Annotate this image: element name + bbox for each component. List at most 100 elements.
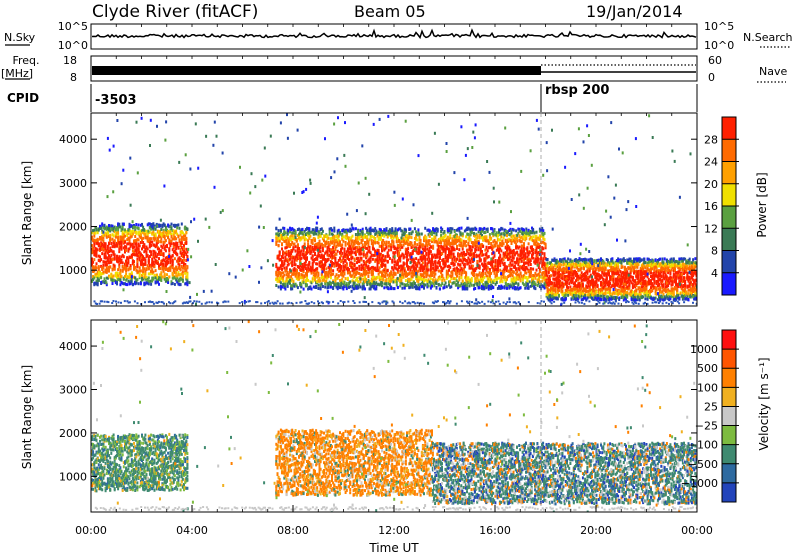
heatmap-cell [406,248,408,252]
heatmap-cell [186,277,189,281]
heatmap-cell [348,241,350,245]
heatmap-cell [401,282,404,286]
heatmap-cell [503,254,506,258]
heatmap-cell [364,287,366,291]
heatmap-cell [418,250,421,254]
heatmap-cell [417,280,420,284]
heatmap-cell [460,251,463,255]
heatmap-cell [310,271,313,275]
heatmap-cell [344,277,347,281]
heatmap-cell [183,266,185,270]
heatmap-cell [103,254,106,257]
heatmap-cell [164,263,167,267]
heatmap-cell [415,257,418,261]
heatmap-cell [332,269,335,273]
heatmap-cell [178,283,181,287]
heatmap-cell [176,241,179,245]
heatmap-cell [427,242,430,246]
heatmap-cell [159,278,162,281]
heatmap-cell [356,246,358,250]
heatmap-cell [349,285,352,289]
heatmap-cell [308,227,311,231]
heatmap-cell [520,259,523,263]
heatmap-cell [309,286,312,290]
heatmap-cell [398,253,400,257]
heatmap-cell [433,235,436,239]
heatmap-cell [95,266,98,270]
heatmap-cell [383,228,386,232]
heatmap-cell [293,258,296,262]
heatmap-cell [366,271,369,275]
heatmap-cell [383,282,386,286]
heatmap-cell [144,282,147,286]
heatmap-cell [337,282,340,286]
heatmap-cell [152,264,155,268]
heatmap-cell [444,251,447,255]
heatmap-cell [96,283,99,287]
heatmap-cell [493,265,496,269]
heatmap-cell [342,287,345,291]
heatmap-cell [410,265,413,269]
heatmap-cell [99,243,101,247]
heatmap-cell [496,244,499,248]
heatmap-cell [506,243,508,247]
heatmap-cell [287,240,290,244]
heatmap-cell [424,270,427,274]
heatmap-cell [133,225,135,229]
heatmap-cell [398,244,400,248]
heatmap-cell [100,245,103,249]
heatmap-cell [311,265,314,269]
heatmap-cell [122,276,125,280]
heatmap-cell [482,245,485,248]
heatmap-cell [475,241,478,245]
heatmap-cell [329,270,332,274]
heatmap-cell [306,256,308,260]
heatmap-cell [403,241,406,245]
heatmap-cell [475,232,478,236]
heatmap-cell [185,236,188,240]
heatmap-cell [282,279,285,283]
heatmap-cell [459,264,462,268]
heatmap-cell [485,245,488,249]
heatmap-cell [113,279,116,283]
heatmap-cell [432,281,435,285]
heatmap-cell [470,276,473,280]
heatmap-cell [133,260,135,264]
heatmap-cell [506,234,508,238]
heatmap-cell [471,268,474,272]
heatmap-cell [511,286,514,290]
heatmap-cell [527,242,530,246]
heatmap-cell [327,274,330,278]
heatmap-cell [122,232,125,236]
heatmap-cell [420,232,423,236]
heatmap-cell [438,261,441,265]
heatmap-cell [446,256,449,260]
heatmap-cell [120,235,123,239]
heatmap-cell [508,229,511,232]
nsky-tick-bottom: 10^0 [58,39,88,52]
heatmap-cell [450,246,453,250]
heatmap-cell [144,277,147,281]
heatmap-cell [504,282,507,286]
heatmap-cell [381,284,383,288]
heatmap-cell [153,234,156,238]
heatmap-cell [484,266,487,270]
heatmap-cell [287,249,290,253]
heatmap-cell [294,255,297,259]
heatmap-cell [298,232,300,236]
heatmap-cell [154,251,157,255]
heatmap-cell [507,230,510,234]
heatmap-cell [290,261,293,265]
heatmap-cell [172,274,175,278]
heatmap-cell [343,266,346,269]
heatmap-cell [426,265,429,269]
heatmap-cell [308,232,311,236]
heatmap-cell [417,250,420,254]
heatmap-cell [427,249,430,253]
heatmap-cell [177,279,180,283]
nsearch-tick-bottom: 10^0 [704,39,734,52]
heatmap-cell [113,264,116,268]
heatmap-cell [94,226,97,229]
heatmap-cell [470,271,473,275]
heatmap-cell [429,284,432,287]
